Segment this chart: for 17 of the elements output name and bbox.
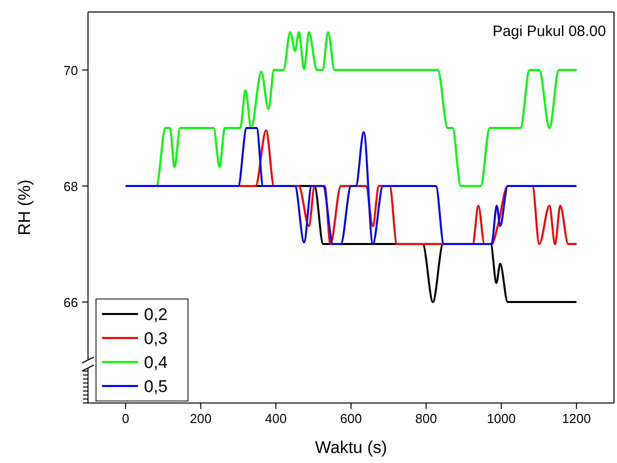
x-tick-label: 1000 xyxy=(486,411,516,426)
x-tick-label: 0 xyxy=(122,411,130,426)
y-tick-label: 68 xyxy=(64,179,78,194)
x-tick-label: 800 xyxy=(415,411,437,426)
annotation: Pagi Pukul 08.00 xyxy=(492,23,606,40)
y-tick-label: 66 xyxy=(64,295,78,310)
x-tick-label: 400 xyxy=(265,411,287,426)
legend-label: 0,3 xyxy=(144,329,168,348)
legend-label: 0,5 xyxy=(144,377,168,396)
x-axis-title: Waktu (s) xyxy=(314,438,388,457)
x-tick-label: 200 xyxy=(190,411,212,426)
x-tick-label: 600 xyxy=(340,411,362,426)
x-tick-label: 1200 xyxy=(562,411,591,426)
y-axis-title: RH (%) xyxy=(15,180,34,236)
legend-label: 0,4 xyxy=(144,353,168,372)
legend-label: 0,2 xyxy=(144,305,168,324)
y-tick-label: 70 xyxy=(64,63,78,78)
